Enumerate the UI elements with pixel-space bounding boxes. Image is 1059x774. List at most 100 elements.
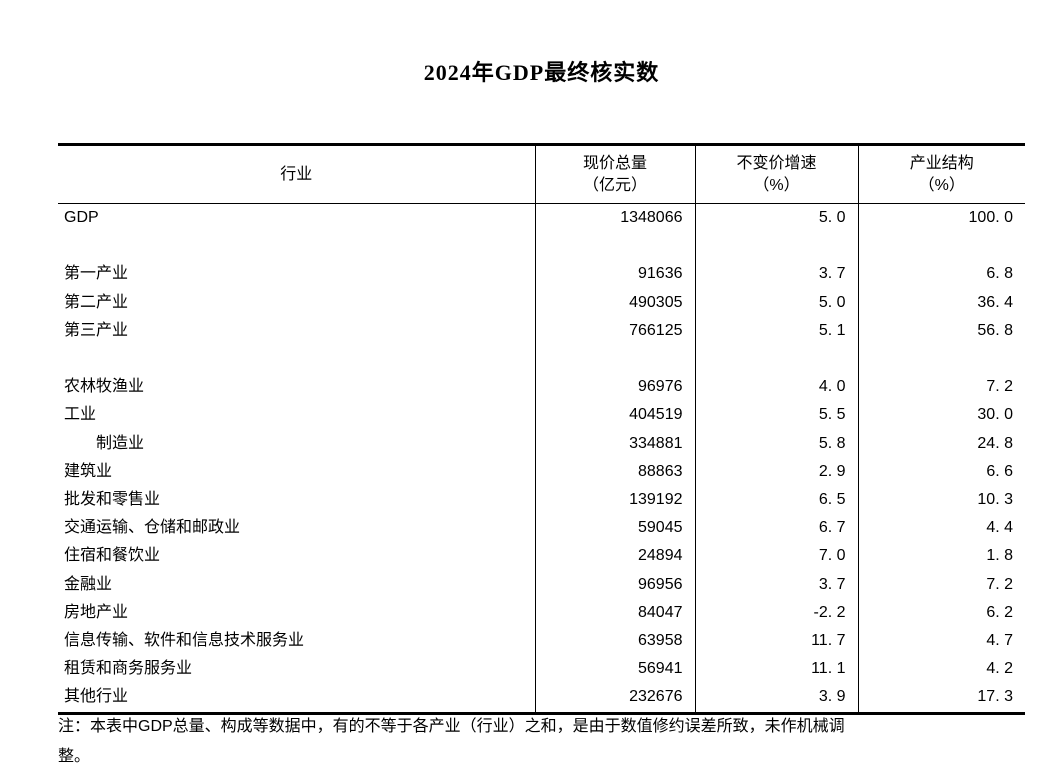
industry-structure-cell: 6. 6 — [857, 457, 1025, 486]
industry-structure-cell: 56. 8 — [857, 316, 1025, 345]
col-header-line2: （%） — [753, 176, 800, 194]
current-price-total-cell: 84047 — [534, 598, 695, 628]
constant-price-growth-cell — [694, 345, 858, 374]
table-row: 金融业 96956 3. 7 7. 2 — [58, 570, 1025, 599]
constant-price-growth-cell: -2. 2 — [694, 598, 858, 628]
table-row: 信息传输、软件和信息技术服务业 63958 11. 7 4. 7 — [58, 627, 1025, 656]
industry-cell: 第一产业 — [64, 265, 129, 283]
table-header-row: 行业 现价总量 （亿元） 不变价增速 （%） 产业结构 （%） — [58, 144, 1025, 204]
constant-price-growth-cell: 4. 0 — [694, 373, 858, 402]
industry-cell: 金融业 — [64, 575, 113, 593]
industry-cell: 第二产业 — [64, 293, 129, 311]
industry-cell: 交通运输、仓储和邮政业 — [64, 519, 241, 537]
industry-structure-cell: 30. 0 — [857, 401, 1025, 430]
gdp-table: 行业 现价总量 （亿元） 不变价增速 （%） 产业结构 （%） GDP 13480… — [58, 143, 1025, 715]
col-header-line2: （亿元） — [582, 176, 647, 194]
industry-structure-cell: 10. 3 — [857, 486, 1025, 515]
table-row: 第二产业 490305 5. 0 36. 4 — [58, 288, 1025, 317]
current-price-total-cell: 96976 — [534, 373, 695, 402]
industry-cell: 其他行业 — [64, 688, 129, 706]
industry-structure-cell: 4. 7 — [857, 627, 1025, 656]
current-price-total-cell: 91636 — [534, 260, 695, 289]
current-price-total-cell — [534, 232, 695, 261]
table-row: 房地产业 84047 -2. 2 6. 2 — [58, 598, 1025, 628]
industry-cell: 租赁和商务服务业 — [64, 660, 193, 678]
table-row: 建筑业 88863 2. 9 6. 6 — [58, 457, 1025, 486]
industry-cell: 房地产业 — [64, 603, 129, 621]
table-row: 租赁和商务服务业 56941 11. 1 4. 2 — [58, 655, 1025, 684]
col-header-industry-label: 行业 — [280, 165, 313, 183]
constant-price-growth-cell: 6. 7 — [694, 514, 858, 543]
industry-cell — [58, 232, 535, 260]
industry-cell: GDP — [64, 209, 99, 226]
col-header-industry-structure: 产业结构 （%） — [857, 144, 1025, 204]
table-row: 批发和零售业 139192 6. 5 10. 3 — [58, 486, 1025, 515]
constant-price-growth-cell: 3. 9 — [694, 683, 858, 714]
constant-price-growth-cell: 5. 0 — [694, 288, 858, 317]
footnote-line2: 整。 — [58, 748, 91, 765]
current-price-total-cell: 63958 — [534, 627, 695, 656]
industry-structure-cell: 6. 8 — [857, 260, 1025, 289]
table-row: 制造业 334881 5. 8 24. 8 — [58, 429, 1025, 458]
industry-structure-cell: 36. 4 — [857, 288, 1025, 317]
current-price-total-cell: 232676 — [534, 683, 695, 714]
table-row — [58, 232, 1025, 261]
table-row: 工业 404519 5. 5 30. 0 — [58, 401, 1025, 430]
industry-cell: 住宿和餐饮业 — [64, 547, 161, 565]
constant-price-growth-cell: 5. 8 — [694, 429, 858, 458]
industry-cell: 批发和零售业 — [64, 491, 161, 508]
table-row: 第三产业 766125 5. 1 56. 8 — [58, 316, 1025, 345]
col-header-current-price-total: 现价总量 （亿元） — [534, 144, 695, 204]
industry-cell: 信息传输、软件和信息技术服务业 — [64, 632, 305, 650]
table-row: GDP 1348066 5. 0 100. 0 — [58, 203, 1025, 233]
industry-structure-cell — [857, 345, 1025, 374]
constant-price-growth-cell: 6. 5 — [694, 486, 858, 515]
table-body: GDP 1348066 5. 0 100. 0 第一产业 91636 3. 7 6. 8 第二产… — [58, 203, 1025, 714]
industry-cell — [58, 345, 535, 373]
current-price-total-cell: 334881 — [534, 429, 695, 458]
current-price-total-cell: 96956 — [534, 570, 695, 599]
constant-price-growth-cell: 5. 1 — [694, 316, 858, 345]
table-row: 农林牧渔业 96976 4. 0 7. 2 — [58, 373, 1025, 402]
current-price-total-cell — [534, 345, 695, 374]
constant-price-growth-cell — [694, 232, 858, 261]
industry-structure-cell: 17. 3 — [857, 683, 1025, 714]
industry-structure-cell: 100. 0 — [857, 203, 1025, 233]
footnote: 注：本表中GDP总量、构成等数据中，有的不等于各产业（行业）之和，是由于数值修约… — [58, 712, 1048, 772]
table-row: 住宿和餐饮业 24894 7. 0 1. 8 — [58, 542, 1025, 571]
constant-price-growth-cell: 7. 0 — [694, 542, 858, 571]
current-price-total-cell: 490305 — [534, 288, 695, 317]
constant-price-growth-cell: 11. 7 — [694, 627, 858, 656]
industry-structure-cell: 4. 4 — [857, 514, 1025, 543]
current-price-total-cell: 88863 — [534, 457, 695, 486]
col-header-line1: 产业结构 — [909, 154, 974, 172]
table-row: 其他行业 232676 3. 9 17. 3 — [58, 683, 1025, 714]
industry-structure-cell: 4. 2 — [857, 655, 1025, 684]
col-header-industry: 行业 — [58, 144, 535, 204]
industry-structure-cell: 24. 8 — [857, 429, 1025, 458]
industry-cell: 制造业 — [96, 434, 145, 452]
current-price-total-cell: 139192 — [534, 486, 695, 515]
col-header-constant-price-growth: 不变价增速 （%） — [694, 144, 858, 204]
col-header-line1: 不变价增速 — [736, 154, 817, 172]
current-price-total-cell: 1348066 — [534, 203, 695, 233]
constant-price-growth-cell: 11. 1 — [694, 655, 858, 684]
page-title: 2024年GDP最终核实数 — [423, 60, 660, 85]
current-price-total-cell: 766125 — [534, 316, 695, 345]
constant-price-growth-cell: 2. 9 — [694, 457, 858, 486]
col-header-line2: （%） — [918, 176, 965, 194]
industry-cell: 工业 — [64, 406, 97, 424]
constant-price-growth-cell: 3. 7 — [694, 570, 858, 599]
table-row — [58, 345, 1025, 374]
industry-cell: 建筑业 — [64, 462, 113, 480]
table-row: 第一产业 91636 3. 7 6. 8 — [58, 260, 1025, 289]
constant-price-growth-cell: 5. 5 — [694, 401, 858, 430]
current-price-total-cell: 59045 — [534, 514, 695, 543]
industry-cell: 第三产业 — [64, 321, 129, 339]
footnote-line1: 注：本表中GDP总量、构成等数据中，有的不等于各产业（行业）之和，是由于数值修约… — [58, 718, 845, 735]
industry-cell: 农林牧渔业 — [64, 378, 145, 396]
col-header-line1: 现价总量 — [582, 154, 647, 172]
current-price-total-cell: 404519 — [534, 401, 695, 430]
industry-structure-cell: 7. 2 — [857, 570, 1025, 599]
